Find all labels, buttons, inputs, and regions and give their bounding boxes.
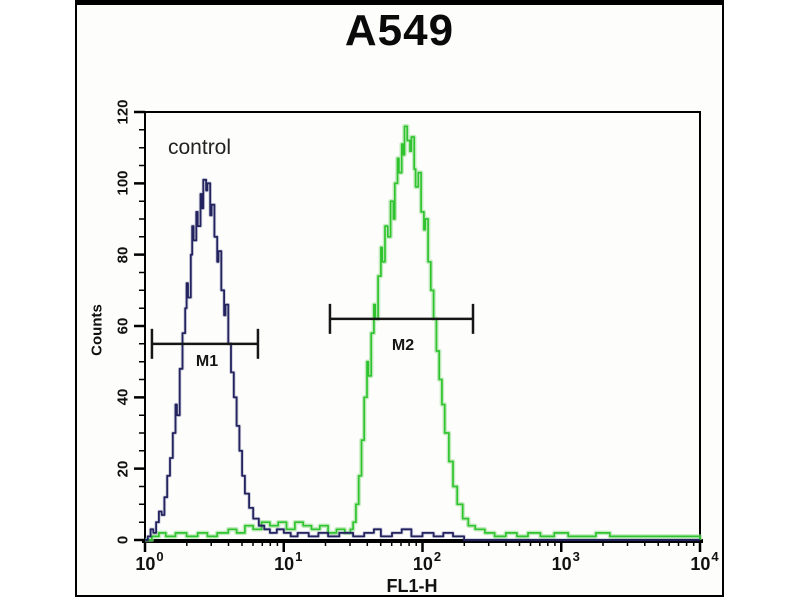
sample-trace	[145, 125, 701, 541]
y-tick-label-40: 40	[114, 388, 132, 406]
x-tick-label-10e3: 103	[551, 549, 580, 574]
marker-m2-label: M2	[391, 337, 415, 354]
y-tick-label-80: 80	[114, 246, 132, 263]
minor-ticks	[139, 129, 695, 546]
page-title: A549	[344, 6, 455, 55]
x-tick-label-10e0: 100	[135, 549, 164, 574]
major-ticks	[134, 110, 702, 552]
y-axis-title: Counts	[88, 304, 106, 356]
control-series-label: control	[168, 136, 232, 159]
y-tick-label-20: 20	[114, 460, 132, 477]
y-tick-label-0: 0	[114, 535, 132, 545]
x-tick-label-10e1: 101	[274, 549, 303, 574]
x-axis-title: FL1-H	[386, 576, 438, 596]
marker-m2	[328, 303, 475, 334]
control-trace	[145, 178, 700, 541]
y-tick-label-100: 100	[114, 170, 132, 196]
x-tick-label-10e2: 102	[412, 549, 442, 574]
y-tick-label-60: 60	[114, 317, 132, 335]
marker-m1-label: M1	[195, 353, 219, 370]
y-tick-label-120: 120	[114, 99, 132, 125]
figure-border	[75, 0, 724, 597]
control-trace	[145, 178, 700, 542]
x-tick-label-10e4: 104	[690, 549, 719, 574]
marker-m1	[150, 328, 260, 359]
